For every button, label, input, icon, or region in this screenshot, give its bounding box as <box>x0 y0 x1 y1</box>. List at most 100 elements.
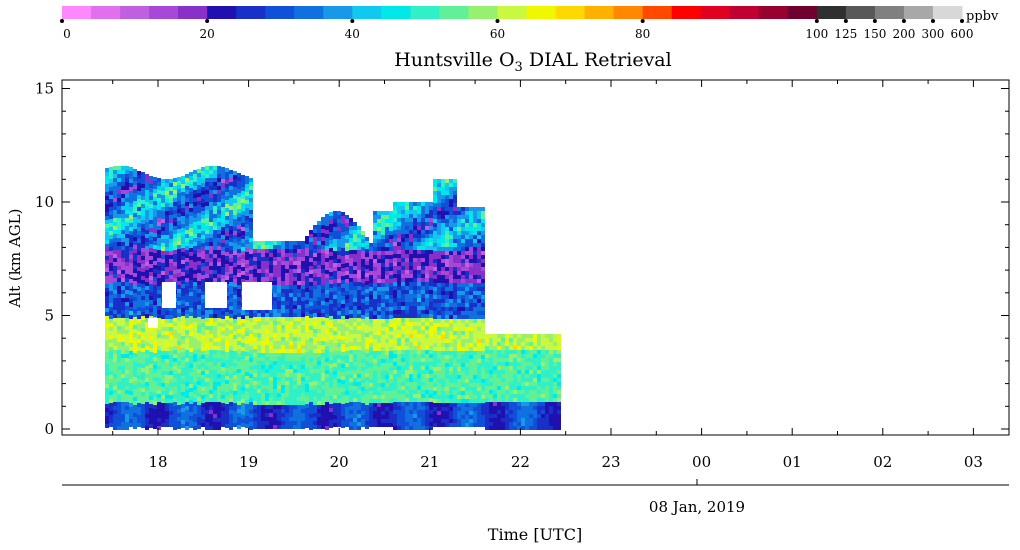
heatmap-cell <box>301 285 305 289</box>
heatmap-cell <box>289 425 293 429</box>
heatmap-cell <box>145 414 149 418</box>
heatmap-cell <box>281 277 285 281</box>
heatmap-cell <box>361 315 365 319</box>
heatmap-cell <box>273 277 277 281</box>
heatmap-cell <box>317 233 321 237</box>
heatmap-cell <box>137 299 141 303</box>
heatmap-cell <box>429 206 433 210</box>
heatmap-cell <box>201 191 205 195</box>
heatmap-cell <box>137 179 141 183</box>
heatmap-cell <box>337 255 341 259</box>
heatmap-cell <box>105 216 109 220</box>
heatmap-cell <box>261 329 265 333</box>
colorbar-swatch <box>903 6 934 19</box>
heatmap-cell <box>349 410 353 414</box>
heatmap-cell <box>105 352 109 356</box>
heatmap-cell <box>237 193 241 197</box>
heatmap-cell <box>293 293 297 297</box>
heatmap-cell <box>229 350 233 354</box>
heatmap-cell <box>361 263 365 267</box>
heatmap-cell <box>285 421 289 425</box>
heatmap-cell <box>189 264 193 268</box>
heatmap-cell <box>425 390 429 394</box>
heatmap-cell <box>281 385 285 389</box>
heatmap-cell <box>257 365 261 369</box>
heatmap-cell <box>357 250 361 254</box>
heatmap-cell <box>257 393 261 397</box>
heatmap-cell <box>121 206 125 210</box>
heatmap-cell <box>193 214 197 218</box>
heatmap-cell <box>437 211 441 215</box>
heatmap-cell <box>305 276 309 280</box>
heatmap-cell <box>421 406 425 410</box>
heatmap-cell <box>421 302 425 306</box>
heatmap-cell <box>405 222 409 226</box>
heatmap-cell <box>441 295 445 299</box>
heatmap-cell <box>361 247 365 251</box>
heatmap-cell <box>389 415 393 419</box>
heatmap-cell <box>265 273 269 277</box>
heatmap-cell <box>389 335 393 339</box>
heatmap-cell <box>369 271 373 275</box>
heatmap-cell <box>185 314 189 318</box>
heatmap-cell <box>105 224 109 228</box>
heatmap-cell <box>157 254 161 258</box>
heatmap-cell <box>405 258 409 262</box>
heatmap-cell <box>229 206 233 210</box>
heatmap-cell <box>293 253 297 257</box>
chart-title-part2: DIAL Retrieval <box>523 49 672 71</box>
heatmap-cell <box>177 181 181 185</box>
heatmap-cell <box>209 386 213 390</box>
heatmap-cell <box>361 275 365 279</box>
heatmap-cell <box>117 398 121 402</box>
heatmap-cell <box>405 286 409 290</box>
heatmap-cell <box>373 383 377 387</box>
heatmap-cell <box>193 386 197 390</box>
heatmap-cell <box>405 234 409 238</box>
heatmap-cell <box>181 424 185 428</box>
heatmap-cell <box>237 205 241 209</box>
heatmap-cell <box>397 350 401 354</box>
heatmap-cell <box>201 167 205 171</box>
heatmap-cell <box>337 263 341 267</box>
heatmap-cell <box>169 211 173 215</box>
heatmap-cell <box>265 389 269 393</box>
heatmap-cell <box>313 361 317 365</box>
heatmap-cell <box>105 404 109 408</box>
heatmap-cell <box>281 401 285 405</box>
heatmap-cell <box>441 271 445 275</box>
heatmap-cell <box>245 240 249 244</box>
heatmap-cell <box>157 354 161 358</box>
heatmap-cell <box>125 418 129 422</box>
heatmap-cell <box>161 391 165 395</box>
heatmap-cell <box>313 425 317 429</box>
heatmap-cell <box>413 282 417 286</box>
heatmap-cell <box>245 372 249 376</box>
heatmap-cell <box>173 218 177 222</box>
heatmap-cell <box>197 329 201 333</box>
heatmap-cell <box>261 241 265 245</box>
heatmap-cell <box>437 195 441 199</box>
heatmap-cell <box>117 322 121 326</box>
heatmap-cell <box>297 349 301 353</box>
heatmap-cell <box>381 287 385 291</box>
heatmap-cell <box>229 246 233 250</box>
heatmap-cell <box>405 334 409 338</box>
heatmap-cell <box>289 397 293 401</box>
heatmap-cell <box>153 281 157 285</box>
heatmap-cell <box>117 394 121 398</box>
heatmap-cell <box>353 418 357 422</box>
heatmap-cell <box>321 293 325 297</box>
heatmap-cell <box>277 357 281 361</box>
heatmap-cell <box>173 370 177 374</box>
heatmap-cell <box>417 334 421 338</box>
heatmap-cell <box>409 210 413 214</box>
heatmap-cell <box>397 310 401 314</box>
heatmap-cell <box>385 271 389 275</box>
heatmap-cell <box>205 422 209 426</box>
heatmap-cell <box>209 230 213 234</box>
heatmap-cell <box>201 291 205 295</box>
heatmap-cell <box>161 235 165 239</box>
heatmap-cell <box>381 343 385 347</box>
heatmap-cell <box>441 363 445 367</box>
